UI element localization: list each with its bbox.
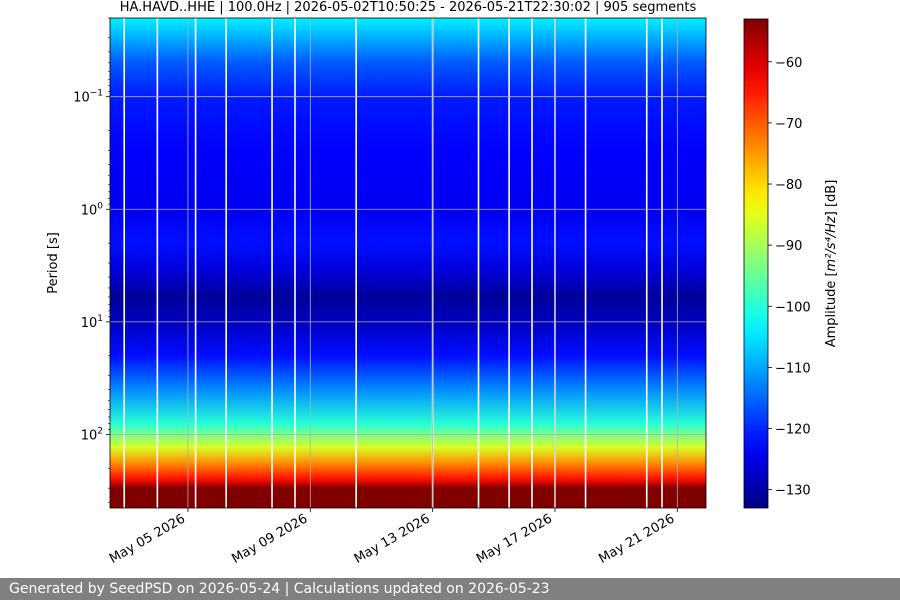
colorbar-label: Amplitude [m²/s⁴/Hz] [dB] <box>824 180 839 348</box>
colorbar-tick-label: −80 <box>775 178 802 193</box>
spectrogram-heatmap <box>110 18 706 508</box>
colorbar-tick-label: −130 <box>775 484 811 499</box>
grid-lines <box>110 18 706 508</box>
colorbar <box>743 18 769 509</box>
y-axis-ticks: 10−1 100 101 102 <box>73 17 110 503</box>
footer-text: Generated by SeedPSD on 2026-05-24 | Cal… <box>9 581 550 597</box>
colorbar-label-prefix: Amplitude [ <box>824 271 839 347</box>
colorbar-label-units: m²/s⁴/Hz <box>824 215 839 271</box>
colorbar-tick-label: −120 <box>775 423 811 438</box>
x-tick-label: May 17 2026 <box>474 511 555 566</box>
footer-bar: Generated by SeedPSD on 2026-05-24 | Cal… <box>0 578 900 600</box>
y-tick-label: 102 <box>81 426 103 443</box>
colorbar-tick-label: −90 <box>775 239 802 254</box>
x-tick-label: May 13 2026 <box>352 511 433 566</box>
spectrogram-chart: HA.HAVD..HHE | 100.0Hz | 2026-05-02T10:5… <box>46 0 839 567</box>
y-tick-label: 10−1 <box>73 89 103 106</box>
colorbar-ticks: −60 −70 −80 −90 −100 −110 −120 −130 <box>768 56 811 499</box>
y-axis-label: Period [s] <box>46 232 61 294</box>
x-tick-label: May 09 2026 <box>229 511 310 566</box>
x-tick-label: May 21 2026 <box>596 511 677 566</box>
y-tick-label: 101 <box>81 314 103 331</box>
colorbar-label-suffix: ] [dB] <box>824 180 839 217</box>
chart-title: HA.HAVD..HHE | 100.0Hz | 2026-05-02T10:5… <box>120 0 697 15</box>
x-axis-ticks: May 05 2026 May 09 2026 May 13 2026 May 17 … <box>107 508 678 567</box>
colorbar-tick-label: −100 <box>775 300 811 315</box>
colorbar-tick-label: −70 <box>775 117 802 132</box>
y-tick-label: 100 <box>81 201 104 218</box>
colorbar-tick-label: −110 <box>775 361 811 376</box>
colorbar-tick-label: −60 <box>775 56 802 71</box>
x-tick-label: May 05 2026 <box>107 511 188 566</box>
